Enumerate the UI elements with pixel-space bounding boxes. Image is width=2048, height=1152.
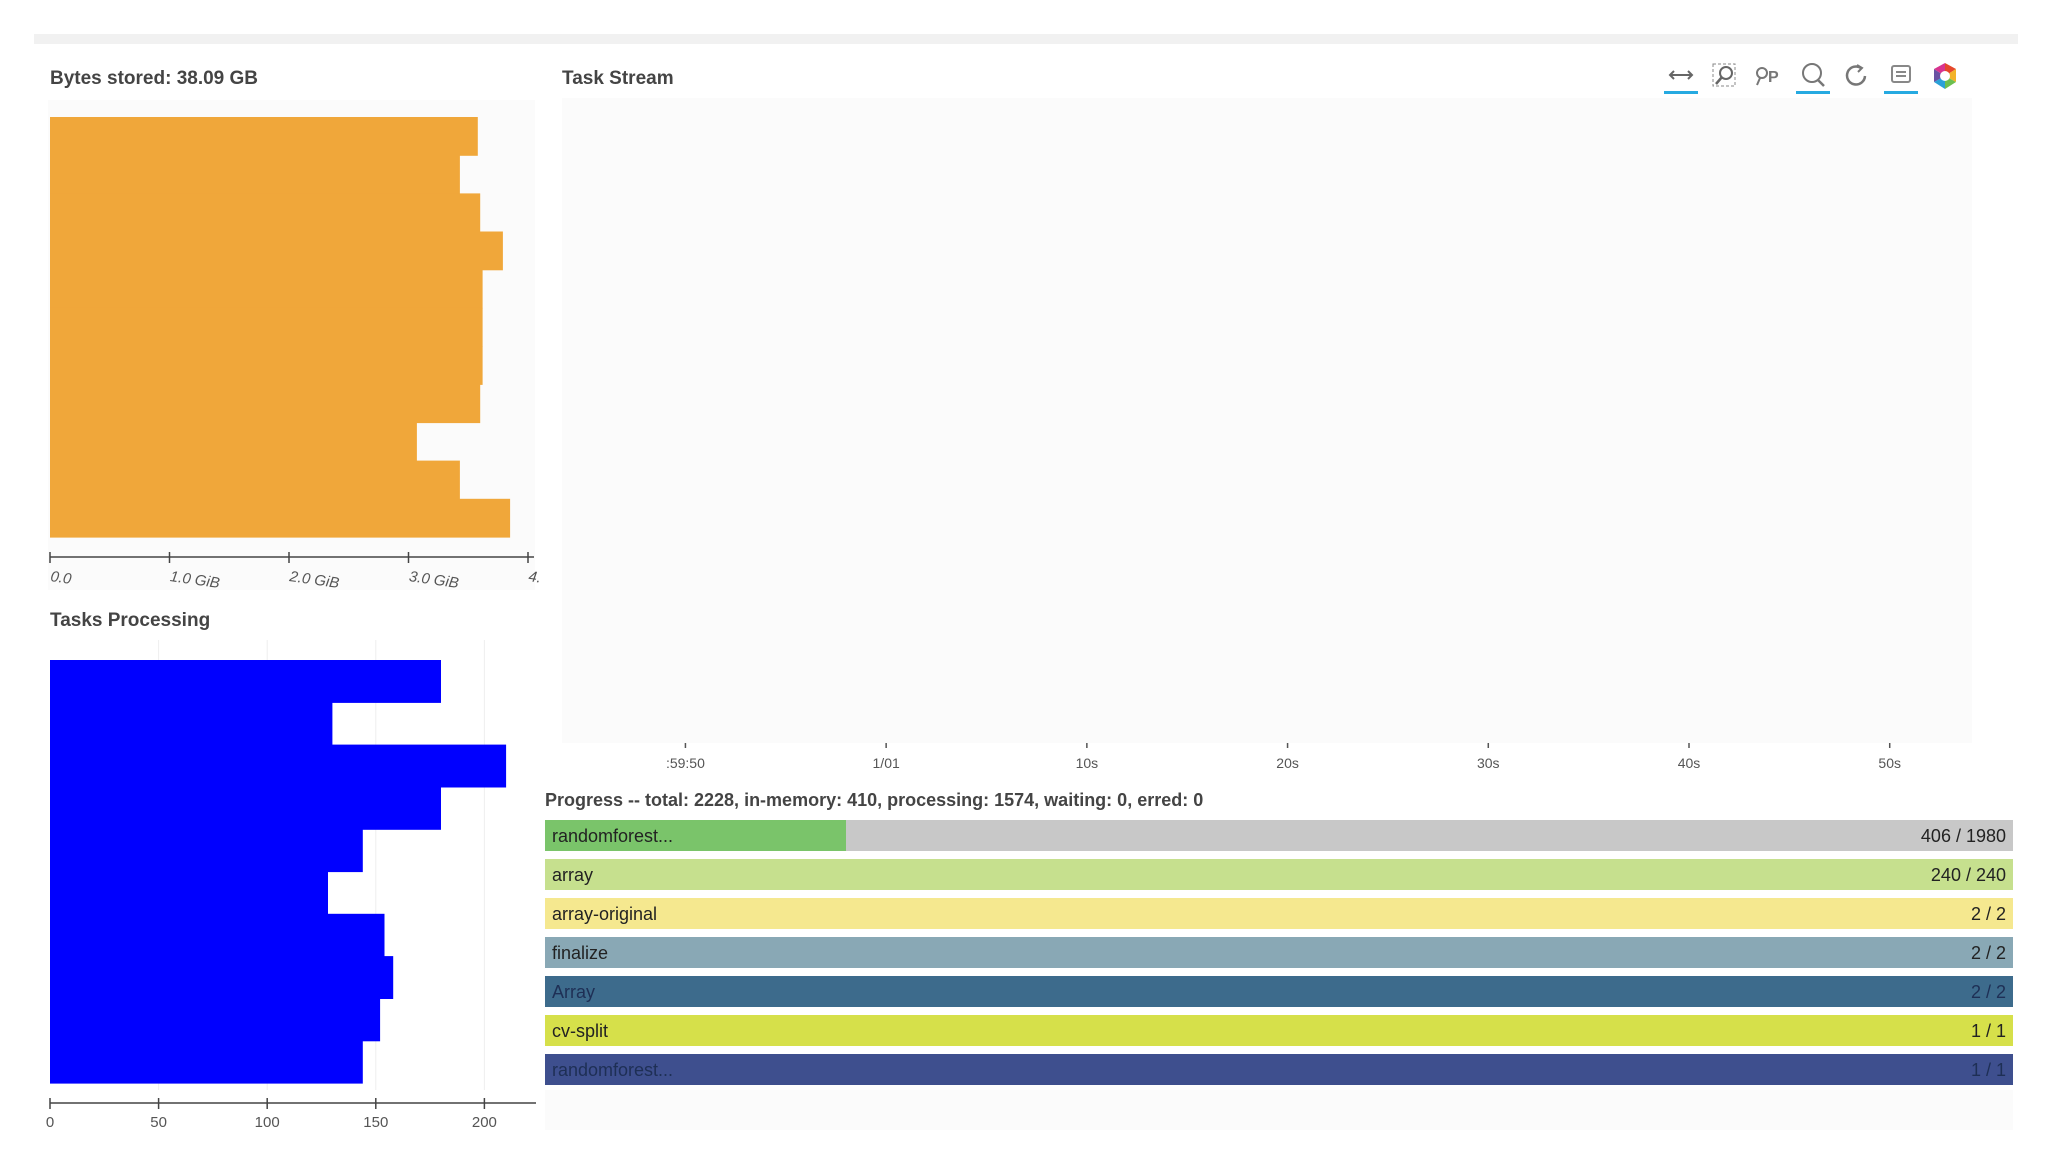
- task-stream-title: Task Stream: [562, 68, 674, 89]
- progress-fill: [545, 859, 2013, 890]
- progress-count: 1 / 1: [1970, 1060, 2006, 1080]
- tasks-processing-title: Tasks Processing: [50, 610, 211, 631]
- bytes-stored-tick-label: 3.0 GiB: [408, 568, 460, 592]
- bytes-stored-bar: [50, 193, 481, 233]
- bytes-stored-bar: [50, 422, 417, 462]
- svg-text:P: P: [1768, 69, 1779, 86]
- progress-summary: Progress -- total: 2228, in-memory: 410,…: [545, 790, 1204, 810]
- bytes-stored-bar: [50, 307, 483, 347]
- tasks-processing-bar: [50, 956, 394, 999]
- bytes-stored-bar: [50, 231, 503, 271]
- progress-count: 240 / 240: [1930, 865, 2006, 885]
- tasks-processing-bar: [50, 660, 441, 703]
- hover-icon[interactable]: [1884, 58, 1918, 94]
- wheel-zoom-icon[interactable]: P: [1752, 58, 1786, 94]
- progress-label: array: [552, 865, 594, 885]
- top-border: [34, 34, 2018, 44]
- bytes-stored-title: Bytes stored: 38.09 GB: [50, 68, 259, 89]
- tasks-processing-tick-label: 200: [472, 1114, 497, 1131]
- task-stream-tick-label: 50s: [1878, 755, 1901, 771]
- progress-count: 2 / 2: [1970, 904, 2006, 924]
- tasks-processing-tick-label: 150: [363, 1114, 388, 1131]
- progress-label: cv-split: [552, 1021, 609, 1041]
- bytes-stored-bar: [50, 498, 511, 538]
- progress-row[interactable]: randomforest... 406 / 1980: [545, 820, 2013, 851]
- bytes-stored-tick-label: 4.: [527, 568, 542, 587]
- box-zoom-icon[interactable]: [1708, 58, 1742, 94]
- progress-fill: [545, 937, 2013, 968]
- task-stream-bg: [562, 98, 1972, 743]
- bytes-stored-bar: [50, 346, 483, 385]
- task-stream-tick-label: 10s: [1076, 755, 1099, 771]
- bytes-stored-bar: [50, 117, 478, 156]
- tasks-processing-bar: [50, 871, 328, 915]
- progress-count: 406 / 1980: [1920, 826, 2006, 846]
- progress-fill: [545, 898, 2013, 929]
- progress-row[interactable]: cv-split 1 / 1: [545, 1015, 2013, 1046]
- tasks-processing-bar: [50, 998, 381, 1042]
- progress-count: 2 / 2: [1970, 943, 2006, 963]
- zoom-reset-icon[interactable]: [1796, 58, 1830, 94]
- progress-fill: [545, 820, 846, 851]
- progress-label: array-original: [552, 904, 658, 924]
- progress-row[interactable]: randomforest... 1 / 1: [545, 1054, 2013, 1085]
- progress-count: 2 / 2: [1970, 982, 2006, 1002]
- task-stream-tick-label: 30s: [1477, 755, 1500, 771]
- bytes-stored-bar: [50, 460, 460, 500]
- progress-fill: [545, 1054, 2013, 1085]
- bytes-stored-bar: [50, 384, 481, 424]
- task-stream-tick-label: :59:50: [666, 755, 705, 771]
- bytes-stored-tick-label: 2.0 GiB: [287, 568, 340, 592]
- bytes-stored-tick-label: 0.0: [49, 568, 73, 588]
- progress-fill: [545, 976, 2013, 1007]
- pan-icon[interactable]: [1664, 58, 1698, 94]
- tasks-processing-tick-label: 50: [150, 1114, 167, 1131]
- progress-label: finalize: [552, 943, 609, 963]
- task-stream-tick-label: 20s: [1276, 755, 1299, 771]
- tasks-processing-tick-label: 100: [255, 1114, 280, 1131]
- progress-row[interactable]: Array 2 / 2: [545, 976, 2013, 1007]
- progress-row[interactable]: array-original 2 / 2: [545, 898, 2013, 929]
- reset-icon[interactable]: [1840, 58, 1874, 94]
- tasks-processing-tick-label: 0: [46, 1114, 54, 1131]
- tasks-processing-bar: [50, 1040, 363, 1084]
- progress-fill: [545, 1015, 2013, 1046]
- tasks-processing-bar: [50, 702, 333, 746]
- progress-label: randomforest...: [552, 826, 674, 846]
- progress-count: 1 / 1: [1970, 1021, 2006, 1041]
- bytes-stored-tick-label: 1.0 GiB: [169, 568, 221, 592]
- bokeh-logo-icon[interactable]: [1928, 58, 1962, 94]
- tasks-processing-bar: [50, 744, 507, 788]
- progress-label: randomforest...: [552, 1060, 674, 1080]
- progress-footer-bg: [545, 1090, 2013, 1130]
- tasks-processing-bar: [50, 786, 441, 830]
- progress-row[interactable]: array 240 / 240: [545, 859, 2013, 890]
- task-stream-tick-label: 1/01: [873, 755, 900, 771]
- progress-row[interactable]: finalize 2 / 2: [545, 937, 2013, 968]
- bytes-stored-bar: [50, 155, 460, 194]
- tasks-processing-bar: [50, 913, 385, 957]
- task-stream-tick-label: 40s: [1678, 755, 1701, 771]
- progress-label: Array: [552, 982, 596, 1002]
- bytes-stored-bar: [50, 269, 483, 309]
- tasks-processing-bar: [50, 829, 363, 873]
